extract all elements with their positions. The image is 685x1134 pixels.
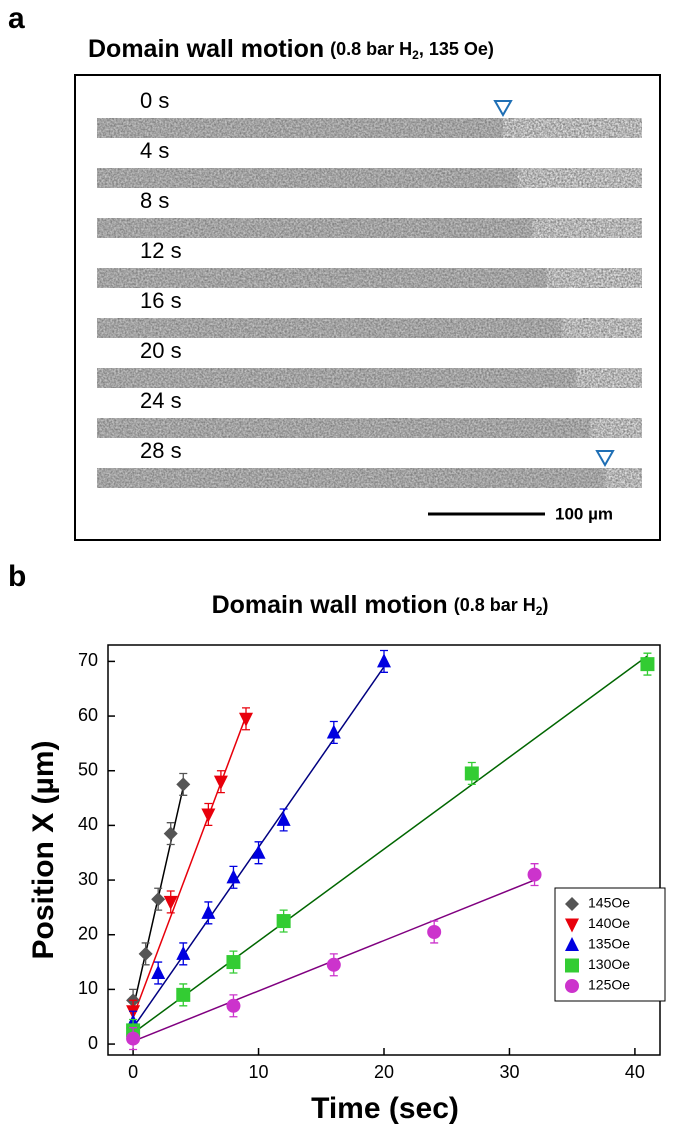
marker xyxy=(377,653,391,668)
wall-marker xyxy=(493,100,513,118)
marker xyxy=(226,955,241,970)
marker xyxy=(226,998,241,1013)
y-tick-label: 40 xyxy=(78,814,98,834)
image-strips: 0 s 4 s 8 s 12 s 16 s 20 s 24 s 28 s xyxy=(97,88,642,488)
legend-label: 125Oe xyxy=(588,977,630,993)
legend-marker xyxy=(565,897,579,911)
y-tick-label: 70 xyxy=(78,650,98,670)
marker xyxy=(326,957,341,972)
marker xyxy=(276,811,291,826)
frame-label: 0 s xyxy=(140,88,169,113)
title: Domain wall motion xyxy=(212,591,448,619)
y-tick-label: 0 xyxy=(88,1033,98,1053)
marker xyxy=(226,869,241,884)
frame-label: 8 s xyxy=(140,188,169,213)
subtitle: (0.8 bar H xyxy=(454,595,536,615)
marker xyxy=(138,946,153,961)
fit-line xyxy=(132,655,648,1034)
marker xyxy=(201,808,216,823)
legend-marker xyxy=(565,918,579,933)
legend-marker xyxy=(565,937,579,951)
marker xyxy=(151,965,166,979)
marker xyxy=(176,945,191,960)
frame-label: 20 s xyxy=(140,338,182,363)
strip-texture xyxy=(97,418,642,438)
frame-label: 12 s xyxy=(140,238,182,263)
marker xyxy=(176,987,191,1002)
marker xyxy=(176,777,191,792)
panel-label: a xyxy=(8,2,25,35)
x-tick-label: 40 xyxy=(625,1062,645,1082)
image-frame xyxy=(74,74,661,541)
y-tick-label: 60 xyxy=(78,705,98,725)
y-tick-label: 50 xyxy=(78,759,98,779)
strip-texture xyxy=(97,168,642,188)
strip-texture xyxy=(97,218,642,238)
scale-bar-label: 100 µm xyxy=(555,504,613,523)
x-tick-label: 20 xyxy=(374,1062,394,1082)
y-tick-label: 30 xyxy=(78,869,98,889)
marker xyxy=(427,925,442,939)
title: Domain wall motion xyxy=(88,35,324,63)
x-tick-label: 30 xyxy=(499,1062,519,1082)
marker xyxy=(163,826,178,841)
subscript: 2 xyxy=(412,48,419,62)
subtitle: ) xyxy=(542,595,548,615)
strip-texture xyxy=(97,118,642,138)
frame-label: 28 s xyxy=(140,438,182,463)
marker xyxy=(163,895,178,910)
marker xyxy=(126,1031,141,1046)
frame-label: 24 s xyxy=(140,388,182,413)
marker xyxy=(464,766,479,781)
marker xyxy=(527,867,542,882)
wall-marker xyxy=(595,450,615,468)
subscript: 2 xyxy=(536,604,543,618)
marker xyxy=(276,914,291,929)
marker xyxy=(239,712,253,727)
marker xyxy=(151,892,166,907)
strip-texture xyxy=(97,468,642,488)
marker xyxy=(640,657,655,672)
panel-label: b xyxy=(8,560,26,593)
y-tick-label: 20 xyxy=(78,923,98,943)
subtitle: (0.8 bar H xyxy=(330,39,412,59)
legend-label: 140Oe xyxy=(588,915,630,931)
x-axis-label: Time (sec) xyxy=(311,1092,459,1125)
marker xyxy=(213,775,228,790)
subtitle: , 135 Oe) xyxy=(419,39,494,59)
marker xyxy=(326,724,341,739)
marker xyxy=(201,904,216,919)
x-tick-label: 10 xyxy=(249,1062,269,1082)
strip-texture xyxy=(97,268,642,288)
legend-label: 145Oe xyxy=(588,895,630,911)
legend-marker xyxy=(565,958,579,973)
x-tick-label: 0 xyxy=(128,1062,138,1082)
frame-label: 4 s xyxy=(140,138,169,163)
panel-title: Domain wall motion (0.8 bar H2, 135 Oe) xyxy=(88,35,494,63)
strip-texture xyxy=(97,368,642,388)
y-axis-label: Position X (µm) xyxy=(27,741,60,960)
chart-title: Domain wall motion (0.8 bar H2) xyxy=(212,591,549,619)
marker xyxy=(251,844,266,859)
frame-label: 16 s xyxy=(140,288,182,313)
legend-marker xyxy=(565,979,579,993)
fit-line xyxy=(132,715,247,1017)
y-tick-label: 10 xyxy=(78,978,98,998)
strip-texture xyxy=(97,318,642,338)
legend-label: 130Oe xyxy=(588,956,630,972)
legend-label: 135Oe xyxy=(588,936,630,952)
